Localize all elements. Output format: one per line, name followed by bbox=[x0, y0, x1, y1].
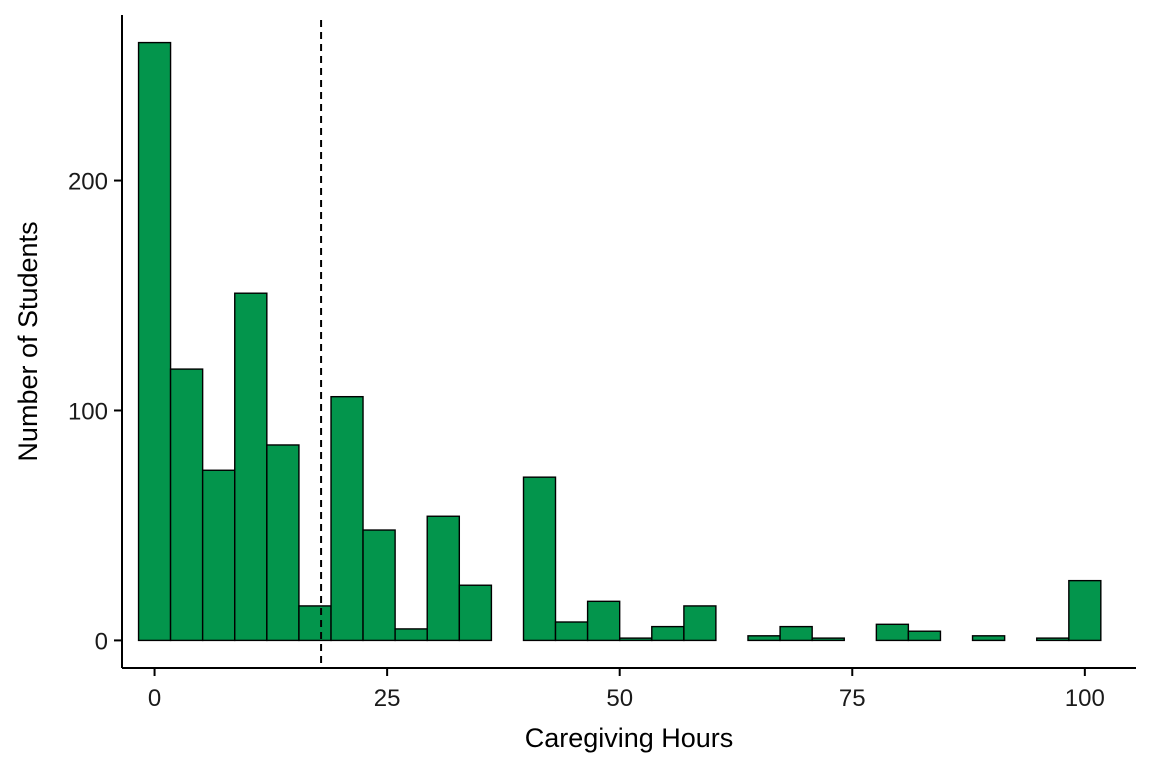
histogram-bar-23 bbox=[875, 623, 910, 642]
histogram-bar-7 bbox=[362, 529, 396, 642]
x-tick-label-1: 25 bbox=[374, 685, 401, 712]
histogram-bar-21 bbox=[811, 637, 845, 642]
histogram-bar-13 bbox=[554, 621, 589, 642]
histogram-bar-0 bbox=[137, 41, 172, 642]
histogram-bar-24 bbox=[907, 630, 942, 642]
histogram-bar-17 bbox=[683, 605, 717, 642]
histogram-bar-8 bbox=[394, 628, 428, 642]
y-tick-label-1: 100 bbox=[68, 398, 108, 425]
x-axis-title: Caregiving Hours bbox=[525, 723, 734, 753]
histogram-bar-3 bbox=[234, 292, 268, 642]
histogram-bar-26 bbox=[971, 635, 1006, 642]
y-tick-label-0: 0 bbox=[95, 628, 108, 655]
x-tick-label-4: 100 bbox=[1065, 685, 1105, 712]
histogram-bar-5 bbox=[298, 605, 332, 642]
y-tick-label-2: 200 bbox=[68, 169, 108, 196]
histogram-bar-15 bbox=[619, 637, 653, 642]
y-axis-ticks: 0 100 200 bbox=[68, 169, 122, 655]
histogram-bar-16 bbox=[651, 625, 685, 642]
x-tick-label-0: 0 bbox=[148, 685, 161, 712]
histogram-bar-14 bbox=[586, 600, 621, 642]
x-tick-label-3: 75 bbox=[839, 685, 866, 712]
histogram-bar-1 bbox=[169, 368, 204, 642]
histogram-bar-9 bbox=[426, 515, 461, 642]
histogram-bar-6 bbox=[330, 395, 364, 642]
histogram-bar-20 bbox=[779, 625, 813, 642]
histogram-bar-4 bbox=[266, 444, 300, 642]
histogram-bar-19 bbox=[747, 635, 781, 642]
histogram-bar-12 bbox=[522, 476, 557, 642]
histogram-bar-29 bbox=[1068, 579, 1102, 642]
histogram-bar-10 bbox=[458, 584, 493, 642]
histogram-bar-28 bbox=[1036, 637, 1070, 642]
histogram-bar-2 bbox=[201, 469, 236, 642]
x-axis-ticks: 0 25 50 75 100 bbox=[148, 668, 1105, 712]
y-axis-title: Number of Students bbox=[13, 221, 43, 461]
histogram-bars bbox=[137, 41, 1102, 642]
x-tick-label-2: 50 bbox=[606, 685, 633, 712]
